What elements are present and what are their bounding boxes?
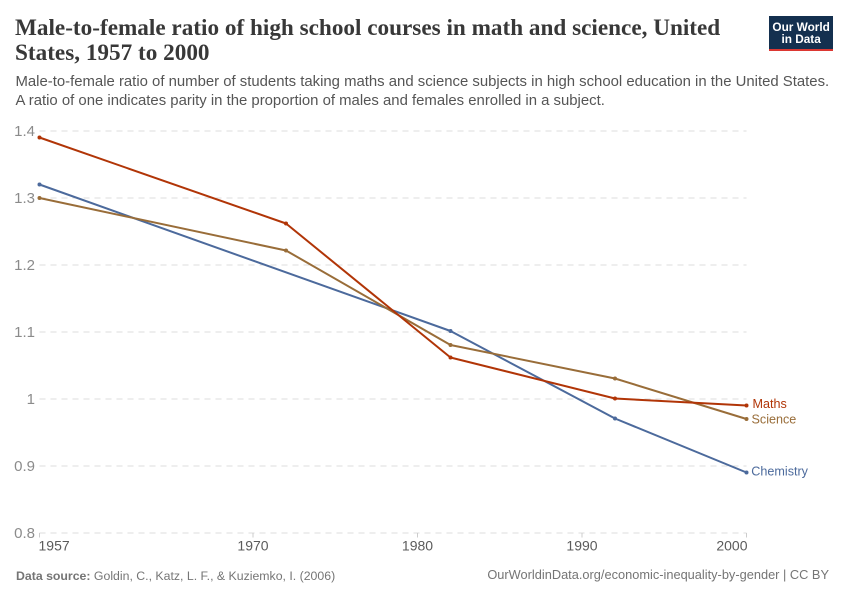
svg-text:0.8: 0.8: [14, 525, 35, 542]
svg-text:1.4: 1.4: [14, 123, 35, 140]
svg-text:1980: 1980: [402, 538, 433, 554]
svg-text:Science: Science: [752, 413, 797, 427]
svg-text:1.1: 1.1: [14, 324, 35, 341]
svg-text:Chemistry: Chemistry: [751, 465, 808, 479]
svg-text:0.9: 0.9: [14, 458, 35, 475]
svg-text:1957: 1957: [39, 538, 70, 554]
svg-text:1: 1: [27, 391, 35, 408]
svg-text:1970: 1970: [237, 538, 268, 554]
svg-text:Maths: Maths: [753, 397, 787, 411]
svg-text:1990: 1990: [566, 538, 597, 554]
svg-text:1.3: 1.3: [14, 190, 35, 207]
svg-text:1.2: 1.2: [14, 257, 35, 274]
svg-text:2000: 2000: [716, 538, 747, 554]
